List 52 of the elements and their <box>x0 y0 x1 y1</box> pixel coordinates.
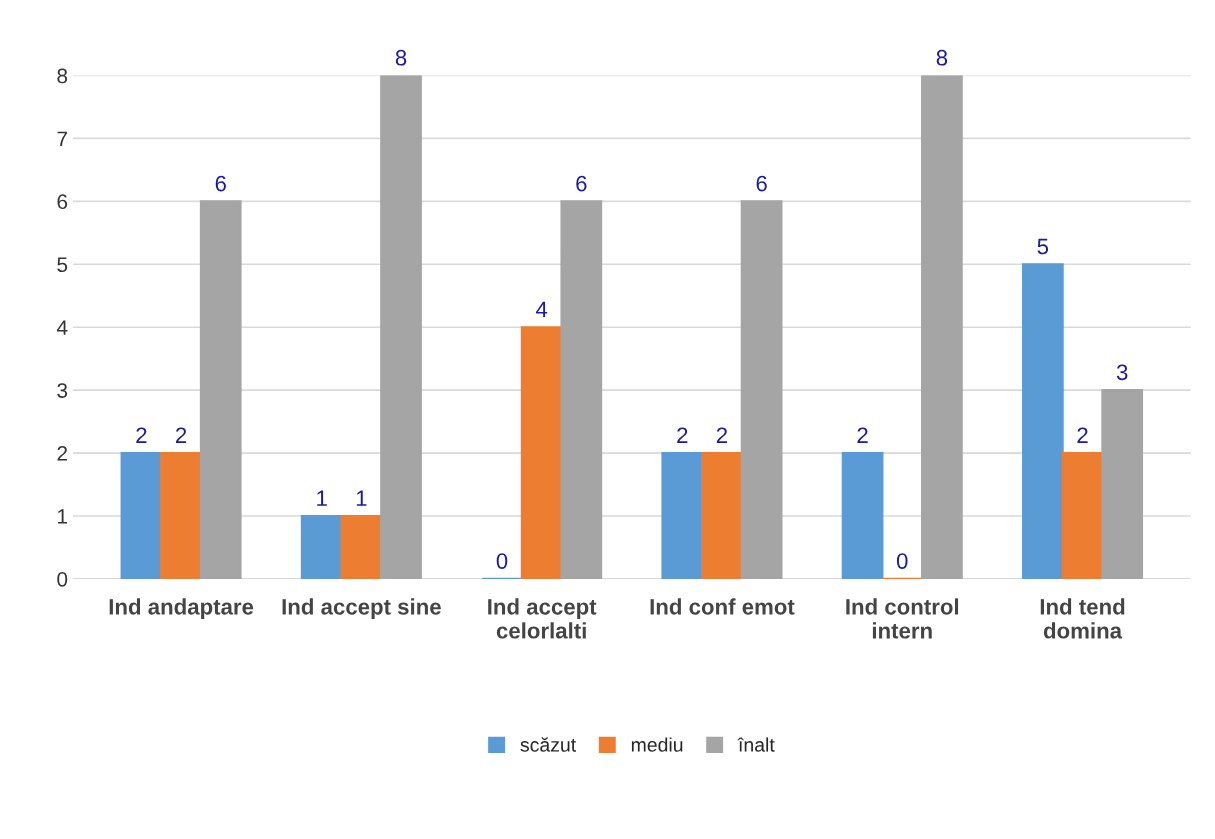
bar <box>380 75 422 579</box>
y-tick-label: 5 <box>57 257 68 273</box>
bar <box>560 200 603 579</box>
x-tick-label: Ind accept celorlalti <box>488 598 597 639</box>
bar <box>199 200 242 579</box>
bar <box>120 452 163 579</box>
data-label: 2 <box>716 427 728 443</box>
data-label: 6 <box>756 175 767 192</box>
y-tick-label: 4 <box>56 320 68 335</box>
legend-label: mediu <box>631 737 683 752</box>
bar <box>520 326 563 579</box>
bar <box>340 514 383 579</box>
bar <box>921 75 963 579</box>
data-label: 2 <box>176 427 187 443</box>
bar <box>841 452 884 579</box>
bar <box>1021 263 1064 579</box>
bar <box>740 200 783 579</box>
data-label: 2 <box>136 427 147 443</box>
x-tick-label: Ind accept sine <box>282 598 441 620</box>
bar <box>160 452 202 579</box>
bar <box>661 452 704 579</box>
data-label: 8 <box>936 49 948 66</box>
data-label: 1 <box>356 490 367 506</box>
data-label: 6 <box>215 175 226 192</box>
x-tick-label: Ind andaptare <box>109 598 254 620</box>
data-label: 2 <box>1077 427 1088 443</box>
bar <box>300 514 343 579</box>
data-label: 5 <box>1037 238 1049 255</box>
y-tick-label: 7 <box>57 131 67 146</box>
x-tick-label: Ind conf emot <box>650 598 795 615</box>
x-tick-label: Ind tend domina <box>1040 598 1125 639</box>
y-tick-label: 0 <box>57 571 68 587</box>
x-tick-label: Ind control intern <box>846 598 959 639</box>
data-label: 3 <box>1116 364 1128 381</box>
data-label: 2 <box>677 427 688 443</box>
data-label: 8 <box>395 49 407 66</box>
data-label: 2 <box>857 427 868 443</box>
y-tick-label: 8 <box>57 68 68 84</box>
y-tick-label: 2 <box>57 446 67 461</box>
legend-label: înalt <box>737 737 775 752</box>
data-label: 1 <box>317 490 327 506</box>
data-label: 0 <box>896 553 908 569</box>
y-tick-label: 6 <box>57 194 68 210</box>
y-tick-label: 3 <box>57 383 68 398</box>
data-label: 4 <box>535 301 548 318</box>
bar <box>1061 452 1104 579</box>
bar <box>701 452 743 579</box>
data-label: 6 <box>576 175 587 192</box>
y-tick-label: 1 <box>58 509 68 524</box>
bar <box>1101 389 1144 579</box>
legend-label: scăzut <box>520 737 577 752</box>
data-label: 0 <box>496 553 508 569</box>
